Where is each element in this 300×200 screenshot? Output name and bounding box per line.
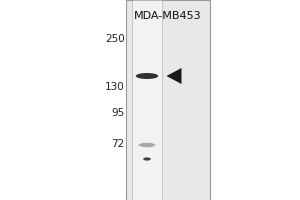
Text: 250: 250 [105, 34, 124, 44]
Ellipse shape [143, 157, 151, 161]
Text: 72: 72 [111, 139, 124, 149]
Bar [132, 0, 162, 200]
Text: 130: 130 [105, 82, 124, 92]
Text: 95: 95 [111, 108, 124, 118]
Bar [126, 0, 210, 200]
Polygon shape [167, 68, 182, 84]
Ellipse shape [139, 143, 155, 147]
Text: MDA-MB453: MDA-MB453 [134, 11, 202, 21]
Ellipse shape [136, 73, 158, 79]
